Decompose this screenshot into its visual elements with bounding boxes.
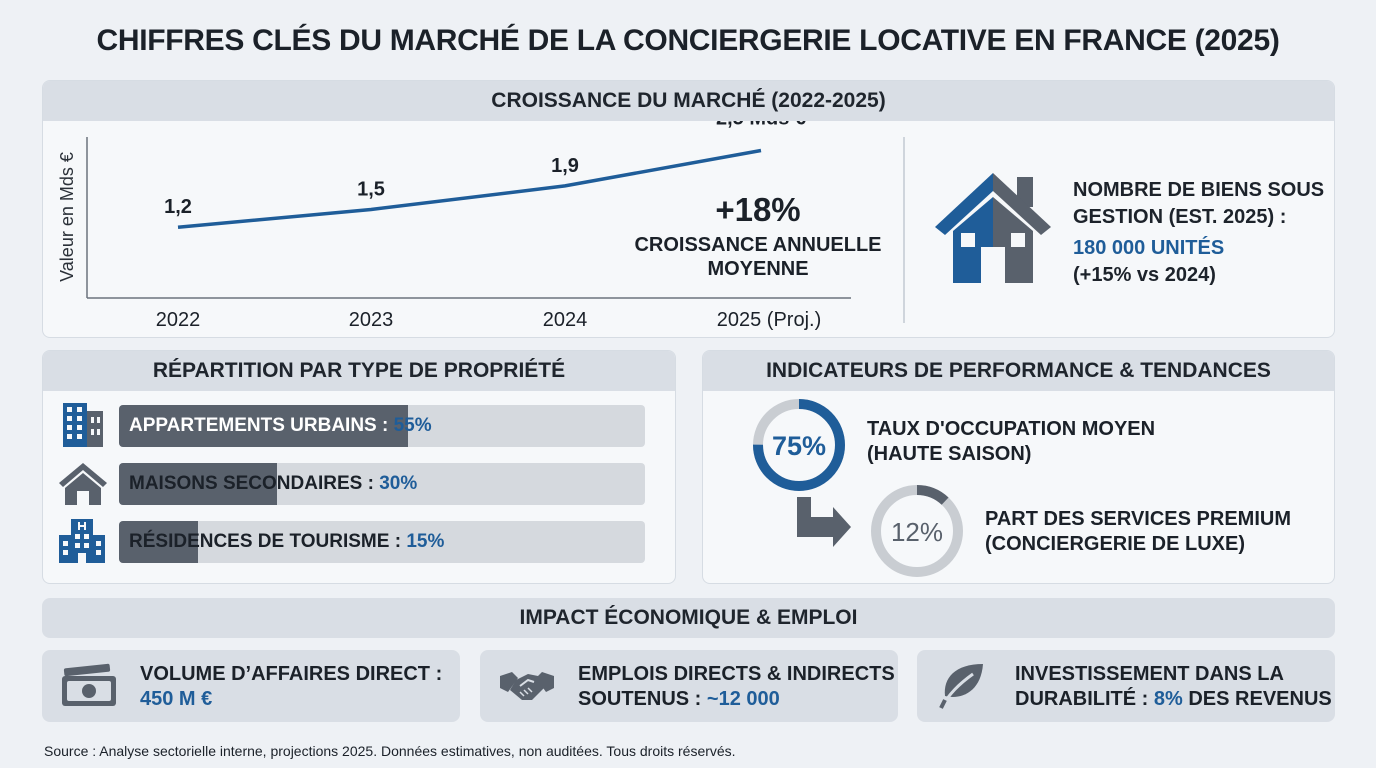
apartment-building-icon: [63, 403, 103, 447]
data-label: 1,9: [551, 155, 579, 177]
source-note: Source : Analyse sectorielle interne, pr…: [44, 743, 736, 759]
occupancy-label: TAUX D'OCCUPATION MOYEN (HAUTE SAISON): [867, 417, 1155, 467]
house-icon: [59, 463, 107, 505]
sustainability-text: INVESTISSEMENT DANS LA DURABILITÉ : 8% D…: [1015, 662, 1332, 712]
apartments-bar-track: APPARTEMENTS URBAINS : 55%: [119, 405, 645, 447]
tourism-percent: 15%: [406, 531, 445, 552]
breakdown-row-houses: MAISONS SECONDAIRES : 30%: [43, 461, 675, 505]
apartments-label: APPARTEMENTS URBAINS : 55%: [129, 405, 432, 447]
handshake-icon: [500, 672, 554, 700]
growth-panel-heading: CROISSANCE DU MARCHÉ (2022-2025): [43, 81, 1334, 121]
data-label: 1,2: [164, 196, 192, 218]
x-tick-label: 2024: [543, 309, 588, 331]
managed-properties-label-1: NOMBRE DE BIENS SOUS: [1073, 179, 1325, 201]
arrow-right-icon: [797, 497, 851, 547]
managed-properties-value: 180 000 UNITÉS: [1073, 237, 1225, 259]
managed-properties-label-2: GESTION (EST. 2025) :: [1073, 206, 1287, 228]
tourism-bar-fill: [119, 521, 198, 563]
sustainability-prefix: DURABILITÉ :: [1015, 688, 1154, 710]
jobs-label-1: EMPLOIS DIRECTS & INDIRECTS: [578, 663, 895, 685]
premium-donut-fill: [871, 485, 963, 577]
jobs-label-2: SOUTENUS : ~12 000: [578, 687, 895, 712]
houses-bar-fill: [119, 463, 277, 505]
data-label: 1,5: [357, 179, 385, 201]
annual-growth-label-2: MOYENNE: [707, 258, 809, 280]
premium-label: PART DES SERVICES PREMIUM (CONCIERGERIE …: [985, 507, 1291, 557]
house-icon: [935, 173, 1051, 283]
property-breakdown-heading: RÉPARTITION PAR TYPE DE PROPRIÉTÉ: [43, 351, 675, 391]
sustainability-suffix: DES REVENUS: [1182, 688, 1332, 710]
sustainability-card: INVESTISSEMENT DANS LA DURABILITÉ : 8% D…: [917, 650, 1335, 722]
premium-donut: 12%: [871, 485, 963, 577]
occupancy-label-2: (HAUTE SAISON): [867, 443, 1032, 465]
jobs-text: EMPLOIS DIRECTS & INDIRECTS SOUTENUS : ~…: [578, 662, 895, 712]
series-line: [177, 148, 762, 229]
occupancy-donut-fill: [753, 399, 845, 491]
houses-label: MAISONS SECONDAIRES : 30%: [129, 463, 417, 505]
property-breakdown-panel: RÉPARTITION PAR TYPE DE PROPRIÉTÉ APPART…: [42, 350, 676, 584]
sustainability-label-1: INVESTISSEMENT DANS LA: [1015, 663, 1284, 685]
turnover-card: VOLUME D’AFFAIRES DIRECT : 450 M €: [42, 650, 460, 722]
jobs-card: EMPLOIS DIRECTS & INDIRECTS SOUTENUS : ~…: [480, 650, 898, 722]
market-growth-chart: Valeur en Mds € 2022 2023 2024 2025 (Proj.)…: [57, 121, 851, 331]
panel-divider: [903, 137, 905, 323]
premium-label-1: PART DES SERVICES PREMIUM: [985, 508, 1291, 530]
annual-growth-rate: +18%: [715, 191, 801, 228]
turnover-text: VOLUME D’AFFAIRES DIRECT : 450 M €: [140, 662, 442, 712]
growth-panel: CROISSANCE DU MARCHÉ (2022-2025) Valeur …: [42, 80, 1335, 338]
banknote-icon: [62, 663, 116, 706]
x-tick-label: 2025 (Proj.): [717, 309, 822, 331]
annual-growth-block: +18% CROISSANCE ANNUELLE MOYENNE: [628, 191, 888, 281]
page-title: CHIFFRES CLÉS DU MARCHÉ DE LA CONCIERGER…: [96, 24, 1280, 57]
annual-growth-label-1: CROISSANCE ANNUELLE: [634, 234, 882, 256]
premium-label-2: (CONCIERGERIE DE LUXE): [985, 533, 1246, 555]
impact-heading: IMPACT ÉCONOMIQUE & EMPLOI: [42, 598, 1335, 638]
x-tick-label: 2023: [349, 309, 394, 331]
tourism-label-text: RÉSIDENCES DE TOURISME :: [129, 531, 407, 552]
breakdown-row-tourism: RÉSIDENCES DE TOURISME : 15%: [43, 519, 675, 563]
houses-label-text: MAISONS SECONDAIRES :: [129, 473, 380, 494]
turnover-label: VOLUME D’AFFAIRES DIRECT :: [140, 663, 443, 685]
data-label: 2,5 Mds €: [716, 121, 806, 130]
occupancy-label-1: TAUX D'OCCUPATION MOYEN: [867, 418, 1156, 440]
occupancy-donut: 75%: [753, 399, 845, 491]
tourism-label: RÉSIDENCES DE TOURISME : 15%: [129, 521, 444, 563]
occupancy-value: 75%: [772, 431, 826, 461]
managed-properties-block: NOMBRE DE BIENS SOUS GESTION (EST. 2025)…: [1073, 177, 1334, 289]
houses-percent: 30%: [379, 473, 418, 494]
apartments-percent: 55%: [393, 415, 432, 436]
sustainability-label-2: DURABILITÉ : 8% DES REVENUS: [1015, 687, 1332, 712]
impact-heading-bar: IMPACT ÉCONOMIQUE & EMPLOI: [42, 598, 1335, 638]
apartments-label-text: APPARTEMENTS URBAINS :: [129, 415, 394, 436]
kpi-panel: INDICATEURS DE PERFORMANCE & TENDANCES 7…: [702, 350, 1335, 584]
sustainability-value: 8%: [1153, 688, 1183, 710]
leaf-icon: [939, 664, 983, 709]
jobs-label-prefix: SOUTENUS :: [578, 688, 707, 710]
kpi-heading: INDICATEURS DE PERFORMANCE & TENDANCES: [703, 351, 1334, 391]
apartments-bar-fill: [119, 405, 409, 447]
premium-value: 12%: [891, 517, 943, 547]
jobs-value: ~12 000: [706, 688, 780, 710]
y-axis-label: Valeur en Mds €: [57, 152, 77, 282]
turnover-value: 450 M €: [140, 688, 213, 710]
managed-properties-change: (+15% vs 2024): [1073, 264, 1216, 286]
tourism-bar-track: RÉSIDENCES DE TOURISME : 15%: [119, 521, 645, 563]
x-tick-label: 2022: [156, 309, 201, 331]
hotel-icon: [59, 519, 105, 563]
houses-bar-track: MAISONS SECONDAIRES : 30%: [119, 463, 645, 505]
breakdown-row-apartments: APPARTEMENTS URBAINS : 55%: [43, 403, 675, 447]
